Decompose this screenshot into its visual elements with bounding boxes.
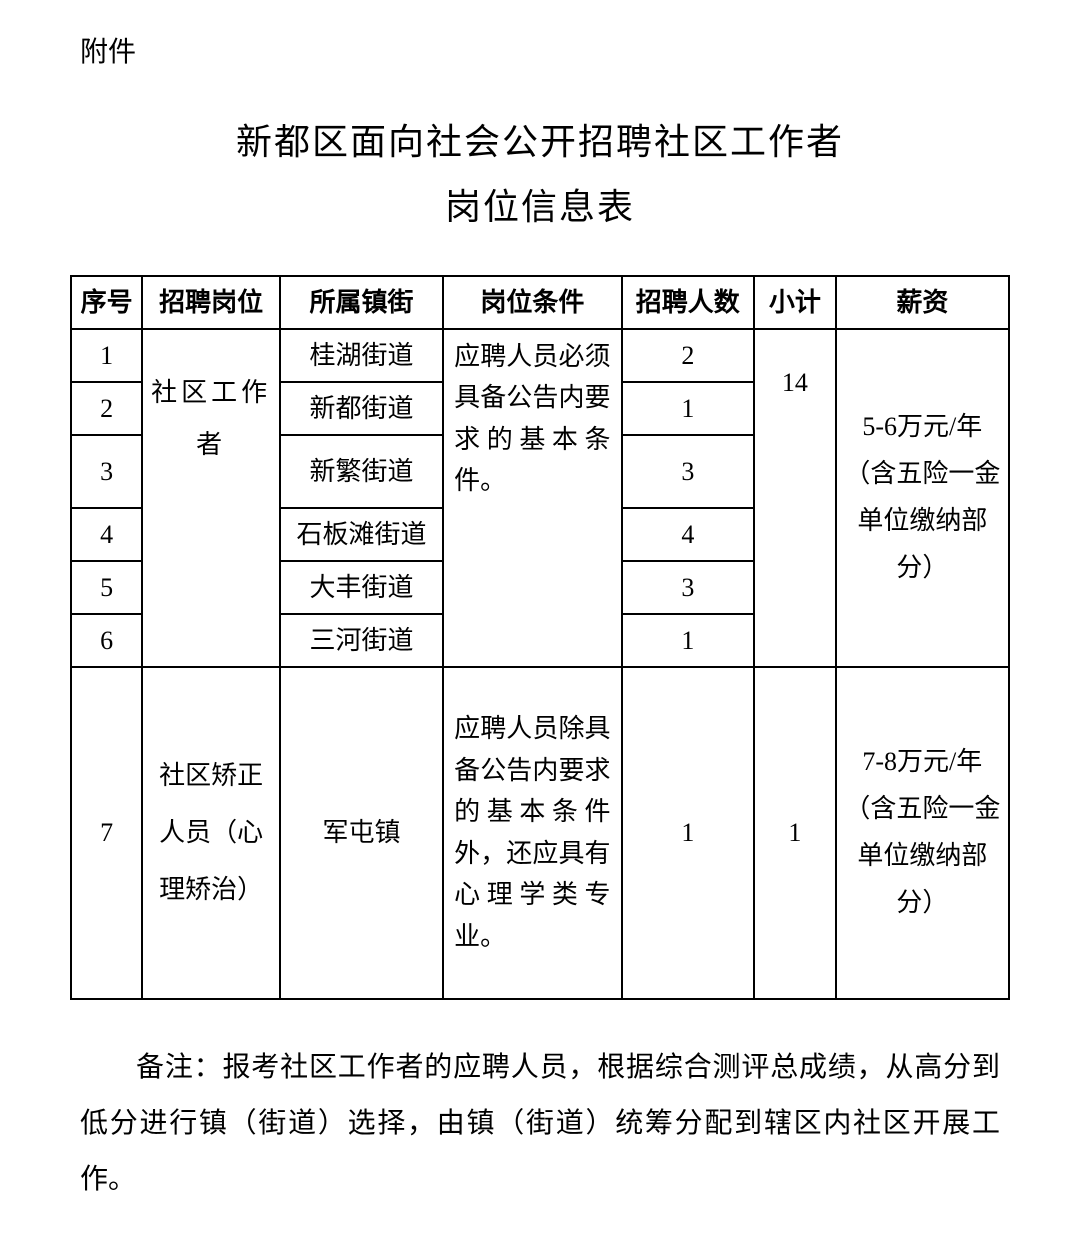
cell-position: 社区工作者 [142,329,280,508]
cell-seq: 5 [71,561,142,614]
cell-township: 石板滩街道 [280,508,443,561]
cell-seq: 2 [71,382,142,435]
cell-count: 3 [622,561,755,614]
cell-count: 1 [622,614,755,667]
col-header-subtotal: 小计 [754,276,836,329]
cell-seq: 4 [71,508,142,561]
col-header-township: 所属镇街 [280,276,443,329]
cell-seq: 6 [71,614,142,667]
table-row: 7 社区矫正人员（心理矫治） 军屯镇 应聘人员除具备公告内要求的基本条件外，还应… [71,667,1009,999]
cell-township: 桂湖街道 [280,329,443,382]
note-text: 备注：报考社区工作者的应聘人员，根据综合测评总成绩，从高分到低分进行镇（街道）选… [70,1040,1010,1208]
title-line-1: 新都区面向社会公开招聘社区工作者 [236,122,844,162]
table-header-row: 序号 招聘岗位 所属镇街 岗位条件 招聘人数 小计 薪资 [71,276,1009,329]
cell-seq: 7 [71,667,142,999]
col-header-position: 招聘岗位 [142,276,280,329]
table-row: 1 社区工作者 桂湖街道 应聘人员必须具备公告内要求的基本条件。 2 14 5-… [71,329,1009,382]
cell-condition: 应聘人员必须具备公告内要求的基本条件。 [443,329,621,508]
cell-township: 新都街道 [280,382,443,435]
cell-subtotal: 1 [754,667,836,999]
title-line-2: 岗位信息表 [445,187,635,227]
col-header-condition: 岗位条件 [443,276,621,329]
cell-count: 4 [622,508,755,561]
cell-count: 3 [622,435,755,508]
col-header-count: 招聘人数 [622,276,755,329]
cell-seq: 3 [71,435,142,508]
cell-seq: 1 [71,329,142,382]
attachment-label: 附件 [80,30,1010,70]
col-header-salary: 薪资 [836,276,1009,329]
cell-condition: 应聘人员除具备公告内要求的基本条件外，还应具有心理学类专业。 [443,667,621,999]
cell-salary: 7-8万元/年（含五险一金单位缴纳部分） [836,667,1009,999]
cell-township: 三河街道 [280,614,443,667]
document-title: 新都区面向社会公开招聘社区工作者 岗位信息表 [70,110,1010,240]
cell-count: 2 [622,329,755,382]
cell-count: 1 [622,667,755,999]
cell-salary: 5-6万元/年（含五险一金单位缴纳部分） [836,329,1009,667]
cell-position: 社区矫正人员（心理矫治） [142,667,280,999]
cell-township: 大丰街道 [280,561,443,614]
cell-township: 军屯镇 [280,667,443,999]
cell-subtotal: 14 [754,329,836,435]
cell-count: 1 [622,382,755,435]
positions-table: 序号 招聘岗位 所属镇街 岗位条件 招聘人数 小计 薪资 1 社区工作者 桂湖街… [70,275,1010,1000]
cell-township: 新繁街道 [280,435,443,508]
col-header-seq: 序号 [71,276,142,329]
